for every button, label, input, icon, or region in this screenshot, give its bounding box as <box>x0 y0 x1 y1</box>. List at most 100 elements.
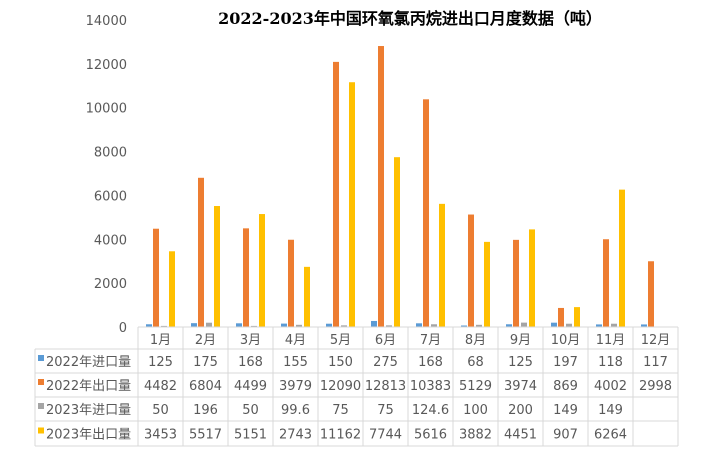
legend-swatch <box>38 379 44 385</box>
category-label: 3月 <box>240 333 261 348</box>
category-label: 4月 <box>285 333 306 348</box>
category-label: 12月 <box>641 333 671 348</box>
table-cell: 12813 <box>365 379 406 394</box>
legend-label: 2022年出口量 <box>46 379 131 394</box>
bar-2-10月 <box>558 307 564 327</box>
legend-swatch <box>38 403 44 409</box>
table-cell: 125 <box>508 355 533 370</box>
table-cell: 168 <box>418 355 443 370</box>
table-cell: 5517 <box>189 428 222 443</box>
bar-1-8月 <box>461 325 467 327</box>
bar-3-9月 <box>521 322 527 327</box>
legend-label: 2023年进口量 <box>46 403 131 418</box>
bar-3-8月 <box>476 324 482 327</box>
category-label: 2月 <box>195 333 216 348</box>
table-cell: 3882 <box>459 428 492 443</box>
table-cell: 117 <box>643 355 668 370</box>
y-tick-label: 6000 <box>94 189 127 204</box>
table-cell: 869 <box>553 379 578 394</box>
y-tick-label: 2000 <box>94 277 127 292</box>
bar-3-5月 <box>341 325 347 327</box>
table-cell: 155 <box>283 355 308 370</box>
bar-4-4月 <box>304 266 310 327</box>
bar-2-11月 <box>603 239 609 327</box>
bar-1-12月 <box>641 324 647 327</box>
table-cell: 4482 <box>144 379 177 394</box>
table-cell: 4451 <box>504 428 537 443</box>
bar-4-5月 <box>349 82 355 328</box>
table-cell: 150 <box>328 355 353 370</box>
table-cell: 5151 <box>234 428 267 443</box>
table-cell: 75 <box>332 403 349 418</box>
category-label: 5月 <box>330 333 351 348</box>
y-tick-label: 8000 <box>94 146 127 161</box>
table-cell: 99.6 <box>281 403 310 418</box>
table-cell: 75 <box>377 403 394 418</box>
legend-swatch <box>38 427 44 434</box>
bar-1-11月 <box>596 324 602 327</box>
table-cell: 275 <box>373 355 398 370</box>
bar-4-6月 <box>394 157 400 327</box>
bar-3-4月 <box>296 324 302 327</box>
legend-label: 2022年进口量 <box>46 355 131 370</box>
bar-1-1月 <box>146 324 152 327</box>
y-tick-label: 10000 <box>86 102 127 117</box>
table-cell: 125 <box>148 355 173 370</box>
bar-1-7月 <box>416 323 422 327</box>
bar-1-5月 <box>326 323 332 327</box>
bar-4-2月 <box>214 206 220 327</box>
table-cell: 10383 <box>410 379 451 394</box>
bar-4-7月 <box>439 203 445 327</box>
bar-4-8月 <box>484 241 490 327</box>
table-cell: 149 <box>553 403 578 418</box>
table-cell: 6264 <box>594 428 627 443</box>
table-cell: 3979 <box>279 379 312 394</box>
y-tick-label: 12000 <box>86 58 127 73</box>
table-cell: 196 <box>193 403 218 418</box>
y-tick-label: 14000 <box>86 14 127 29</box>
table-cell: 175 <box>193 355 218 370</box>
data-table: 1月 2月 3月 4月 5月 6月 7月 8月 9月 10月 11月 12月 2022年进口量 125 17… <box>34 326 679 447</box>
bar-3-3月 <box>251 325 257 327</box>
category-label: 1月 <box>150 333 171 348</box>
bar-3-10月 <box>566 323 572 327</box>
category-label: 8月 <box>465 333 486 348</box>
table-cell: 124.6 <box>412 403 449 418</box>
table-cell: 100 <box>463 403 488 418</box>
table-cell: 168 <box>238 355 263 370</box>
bar-1-4月 <box>281 323 287 327</box>
bar-3-1月 <box>161 325 167 327</box>
y-tick-label: 4000 <box>94 233 127 248</box>
bar-3-11月 <box>611 323 617 327</box>
chart-title: 2022-2023年中国环氧氯丙烷进出口月度数据（吨） <box>218 9 602 28</box>
bar-4-9月 <box>529 229 535 327</box>
bars <box>146 46 654 328</box>
y-tick-label: 0 <box>119 321 127 336</box>
table-cell: 2998 <box>639 379 672 394</box>
table-cell: 11162 <box>320 428 361 443</box>
bar-3-6月 <box>386 325 392 327</box>
table-cell: 7744 <box>369 428 402 443</box>
table-cell: 149 <box>598 403 623 418</box>
table-cell: 50 <box>152 403 169 418</box>
table-cell: 5616 <box>414 428 447 443</box>
table-cell: 2743 <box>279 428 312 443</box>
category-label: 11月 <box>596 333 626 348</box>
bar-4-1月 <box>169 251 175 327</box>
bar-2-5月 <box>333 61 339 327</box>
table-cell: 68 <box>467 355 484 370</box>
bar-2-3月 <box>243 228 249 327</box>
bar-1-2月 <box>191 323 197 327</box>
table-cell: 118 <box>598 355 623 370</box>
bar-1-6月 <box>371 320 377 327</box>
bar-2-1月 <box>153 228 159 327</box>
bar-4-10月 <box>574 307 580 327</box>
bar-3-2月 <box>206 322 212 327</box>
y-axis: 0 2000 4000 6000 8000 10000 12000 14000 <box>86 14 127 336</box>
bar-2-12月 <box>648 261 654 327</box>
bar-1-10月 <box>551 322 557 327</box>
bar-2-9月 <box>513 239 519 327</box>
category-label: 6月 <box>375 333 396 348</box>
table-cell: 907 <box>553 428 578 443</box>
